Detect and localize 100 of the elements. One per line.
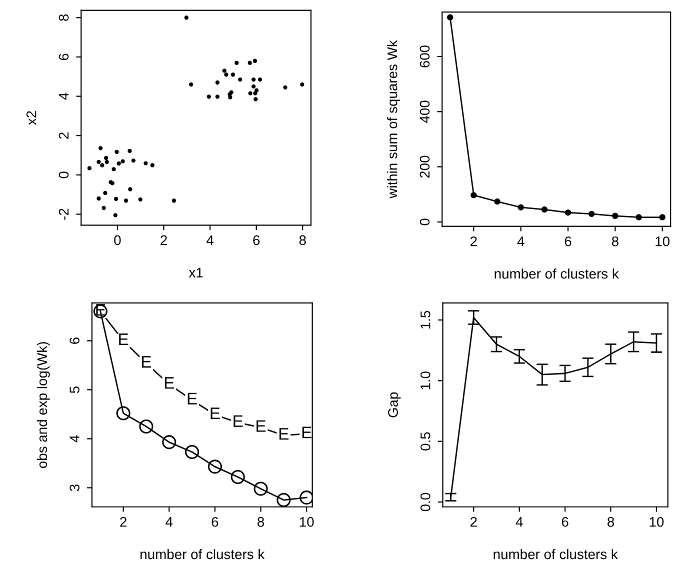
x-tick-label: 8 (258, 516, 264, 527)
y-tick-label: 2 (58, 132, 69, 139)
x-tick-label: 4 (517, 236, 524, 246)
annotation: E (210, 408, 220, 420)
point (144, 161, 148, 166)
point (215, 94, 220, 99)
y-tick-label: 3 (70, 484, 80, 492)
y-tick-label: 0.0 (420, 492, 430, 512)
point (124, 198, 128, 203)
x-tick-label: 2 (120, 516, 126, 527)
point (185, 444, 200, 459)
x-tick-label: 4 (166, 517, 173, 527)
x-tick-label: 6 (562, 516, 568, 527)
y-tick-label: 1.5 (420, 310, 430, 329)
point (104, 160, 109, 164)
x-tick-label: 6 (253, 235, 260, 246)
annotation: E (302, 426, 312, 438)
point (234, 60, 239, 65)
x-axis-title: x1 (188, 268, 203, 278)
point (283, 85, 288, 90)
y-axis-title: within sum of squares Wk (387, 40, 400, 198)
point (116, 406, 130, 420)
point (114, 196, 118, 201)
point (138, 197, 142, 202)
point (224, 72, 228, 77)
point (98, 146, 103, 150)
point (188, 82, 194, 87)
x-tick-label: 8 (299, 235, 306, 246)
point (541, 206, 548, 213)
point (96, 160, 101, 164)
point (588, 210, 595, 218)
x-axis-title: number of clusters k (494, 268, 619, 279)
x-tick-label: 4 (516, 517, 523, 527)
y-tick-label: 5 (70, 386, 80, 394)
point (87, 166, 92, 170)
point (470, 192, 477, 198)
point (251, 84, 256, 89)
point (300, 82, 304, 87)
y-tick-label: 0 (58, 172, 69, 178)
point (128, 187, 132, 192)
point (564, 209, 572, 216)
point (228, 95, 232, 100)
y-axis-title: Gap (388, 392, 401, 418)
point (494, 198, 500, 205)
point (103, 190, 108, 196)
point (113, 213, 118, 218)
annotation: E (142, 356, 152, 368)
point (208, 460, 222, 474)
point (636, 214, 642, 220)
x-tick-label: 2 (470, 516, 477, 527)
point (172, 198, 176, 203)
point (150, 163, 154, 168)
y-tick-label: 4 (58, 92, 69, 100)
x-tick-label: 8 (612, 236, 618, 246)
point (248, 60, 252, 65)
x-tick-label: 8 (607, 516, 614, 527)
annotation: E (256, 420, 266, 432)
y-axis-title: x2 (26, 111, 36, 125)
y-tick-label: 8 (58, 14, 69, 21)
point (238, 77, 242, 82)
point (128, 148, 132, 153)
point (254, 97, 258, 102)
x-axis-title: number of clusters k (140, 548, 265, 560)
point (96, 196, 101, 201)
point (162, 435, 176, 450)
annotation: E (234, 415, 243, 427)
point (112, 167, 116, 172)
point (131, 158, 136, 163)
y-axis-title: obs and exp log(Wk) (36, 342, 50, 468)
point (215, 80, 220, 85)
y-tick-label: 200 (420, 156, 430, 178)
annotation: E (164, 377, 174, 389)
point (254, 482, 268, 496)
y-tick-label: 6 (70, 337, 80, 344)
y-tick-label: 4 (70, 435, 80, 442)
point (114, 150, 119, 154)
point (612, 212, 618, 220)
x-tick-label: 10 (656, 236, 670, 246)
point (139, 419, 154, 434)
x-tick-label: 2 (470, 236, 477, 246)
x-tick-label: 4 (206, 235, 214, 246)
point (276, 493, 291, 507)
point (104, 156, 108, 160)
y-tick-label: 400 (420, 100, 430, 123)
y-tick-label: 1.0 (420, 372, 430, 390)
x-tick-label: 6 (212, 516, 218, 527)
point (116, 161, 121, 166)
point (446, 14, 454, 20)
point (659, 214, 666, 220)
annotation: E (119, 334, 128, 346)
y-tick-label: 0 (420, 218, 430, 226)
point (254, 88, 259, 92)
point (300, 490, 312, 505)
x-tick-label: 10 (650, 516, 664, 527)
x-tick-label: 6 (564, 236, 572, 246)
y-tick-label: 6 (58, 54, 69, 60)
annotation: E (188, 392, 197, 404)
y-tick-label: -2 (58, 208, 69, 220)
point (184, 16, 189, 20)
point (252, 58, 258, 63)
